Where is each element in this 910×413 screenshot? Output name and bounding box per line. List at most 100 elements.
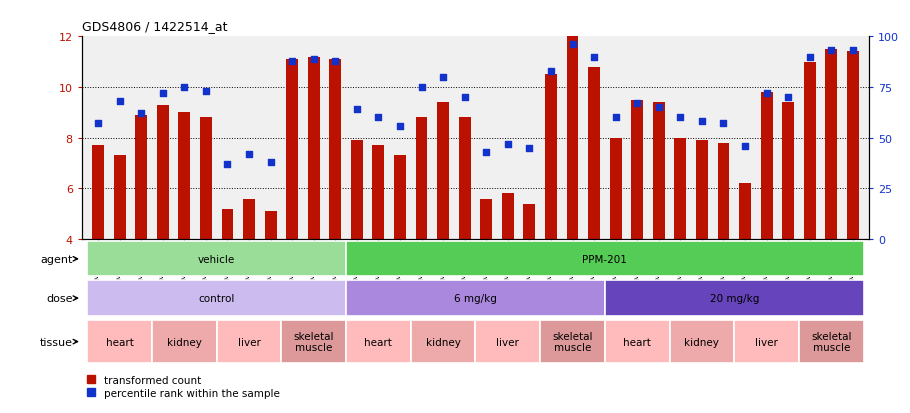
Point — [587, 54, 602, 61]
Bar — [674, 138, 686, 240]
Text: liver: liver — [755, 337, 778, 347]
Bar — [437, 103, 449, 240]
Bar — [351, 141, 363, 240]
Bar — [329, 60, 341, 240]
Point — [565, 42, 580, 49]
Text: skeletal
muscle: skeletal muscle — [552, 331, 592, 353]
Point — [393, 123, 408, 130]
Bar — [502, 194, 514, 240]
Bar — [394, 156, 406, 240]
Bar — [670, 320, 734, 363]
Point — [781, 95, 795, 101]
Bar — [605, 320, 670, 363]
Point — [328, 58, 342, 65]
Text: skeletal
muscle: skeletal muscle — [294, 331, 334, 353]
Bar — [567, 35, 579, 240]
Bar — [200, 118, 212, 240]
Bar — [87, 242, 346, 277]
Bar — [480, 199, 492, 240]
Text: PPM-201: PPM-201 — [582, 254, 627, 264]
Text: agent: agent — [40, 254, 73, 264]
Point — [803, 54, 817, 61]
Bar — [87, 281, 346, 316]
Bar — [761, 93, 773, 240]
Point — [198, 88, 213, 95]
Bar — [114, 156, 126, 240]
Bar — [217, 320, 281, 363]
Bar — [734, 320, 799, 363]
Bar — [416, 118, 428, 240]
Bar — [588, 67, 600, 240]
Text: liver: liver — [238, 337, 260, 347]
Text: dose: dose — [46, 293, 73, 304]
Point — [349, 107, 364, 113]
Bar — [475, 320, 541, 363]
Point — [630, 101, 644, 107]
Point — [673, 115, 688, 121]
Point — [479, 149, 493, 156]
Text: kidney: kidney — [167, 337, 202, 347]
Bar — [372, 146, 384, 240]
Point — [522, 145, 537, 152]
Point — [543, 68, 558, 75]
Text: tissue: tissue — [39, 337, 73, 347]
Bar — [287, 60, 298, 240]
Bar — [152, 320, 217, 363]
Point — [371, 115, 386, 121]
Bar — [605, 281, 864, 316]
Text: 6 mg/kg: 6 mg/kg — [454, 293, 497, 304]
Bar — [847, 52, 859, 240]
Bar — [739, 184, 751, 240]
Point — [285, 58, 299, 65]
Bar — [825, 50, 837, 240]
Bar — [136, 116, 147, 240]
Bar — [281, 320, 346, 363]
Bar — [346, 320, 410, 363]
Point — [156, 90, 170, 97]
Point — [307, 56, 321, 63]
Text: 20 mg/kg: 20 mg/kg — [710, 293, 759, 304]
Point — [609, 115, 623, 121]
Text: liver: liver — [496, 337, 520, 347]
Text: GDS4806 / 1422514_at: GDS4806 / 1422514_at — [82, 20, 228, 33]
Text: vehicle: vehicle — [198, 254, 236, 264]
Bar — [87, 320, 152, 363]
Bar — [178, 113, 190, 240]
Text: skeletal
muscle: skeletal muscle — [811, 331, 852, 353]
Text: control: control — [198, 293, 235, 304]
Text: kidney: kidney — [684, 337, 719, 347]
Point — [112, 99, 126, 105]
Legend: transformed count, percentile rank within the sample: transformed count, percentile rank withi… — [87, 375, 279, 398]
Bar — [610, 138, 622, 240]
Point — [716, 121, 731, 128]
Bar — [243, 199, 255, 240]
Bar — [718, 143, 730, 240]
Point — [694, 119, 709, 126]
Text: heart: heart — [623, 337, 652, 347]
Point — [414, 84, 429, 91]
Bar — [783, 103, 794, 240]
Point — [436, 74, 450, 81]
Point — [263, 159, 278, 166]
Bar — [799, 320, 864, 363]
Bar — [346, 242, 864, 277]
Bar — [265, 212, 277, 240]
Point — [501, 141, 515, 148]
Point — [458, 95, 472, 101]
Bar — [632, 100, 643, 240]
Point — [242, 151, 257, 158]
Point — [91, 121, 106, 128]
Bar — [221, 209, 233, 240]
Text: heart: heart — [106, 337, 134, 347]
Point — [738, 143, 753, 150]
Bar — [459, 118, 470, 240]
Bar — [541, 320, 605, 363]
Point — [759, 90, 774, 97]
Bar — [157, 105, 168, 240]
Text: kidney: kidney — [426, 337, 460, 347]
Bar — [652, 103, 664, 240]
Bar — [92, 146, 104, 240]
Point — [134, 111, 148, 117]
Bar — [804, 62, 815, 240]
Point — [220, 161, 235, 168]
